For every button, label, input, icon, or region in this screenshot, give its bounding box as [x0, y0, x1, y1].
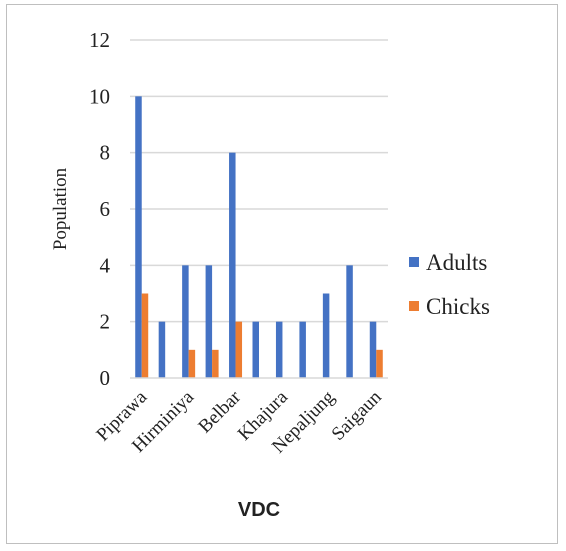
bar-adults	[369, 321, 377, 378]
y-tick-label: 12	[89, 28, 110, 52]
bar-chicks	[212, 349, 219, 378]
y-axis-label: Population	[50, 167, 71, 250]
bars	[135, 96, 383, 378]
bar-adults	[275, 321, 283, 378]
bar-adults	[322, 293, 330, 378]
x-tick-label: Saigaun	[328, 386, 386, 444]
bar-adults	[346, 265, 353, 378]
bar-chicks	[376, 349, 383, 378]
bar-adults	[135, 96, 142, 378]
chart-frame	[6, 4, 558, 544]
y-tick-label: 6	[100, 197, 111, 221]
y-tick-label: 2	[100, 310, 111, 334]
y-tick-label: 10	[89, 84, 110, 108]
legend-swatch-adults	[409, 257, 419, 267]
bar-adults	[205, 265, 213, 378]
bar-chicks	[188, 349, 196, 378]
bar-adults	[252, 321, 259, 378]
x-axis-label: VDC	[238, 499, 280, 521]
bar-adults	[299, 321, 306, 378]
legend: Adults Chicks	[409, 250, 490, 319]
bar-adults	[182, 265, 189, 378]
bar-chicks	[141, 293, 149, 378]
y-tick-label: 8	[100, 141, 111, 165]
bar-adults	[229, 152, 236, 378]
y-tick-label: 4	[100, 253, 111, 277]
y-axis-ticks: 0 2 4 6 8 10 12	[89, 28, 111, 390]
x-axis-ticks: PiprawaHirminiyaBelbarKhajuraNepaljungSa…	[92, 386, 386, 457]
legend-label-chicks: Chicks	[426, 294, 490, 319]
legend-label-adults: Adults	[426, 250, 487, 275]
bar-chicks	[235, 321, 243, 378]
bar-adults	[158, 321, 166, 378]
legend-swatch-chicks	[409, 301, 419, 311]
y-tick-label: 0	[100, 366, 111, 390]
gridlines	[130, 39, 388, 323]
